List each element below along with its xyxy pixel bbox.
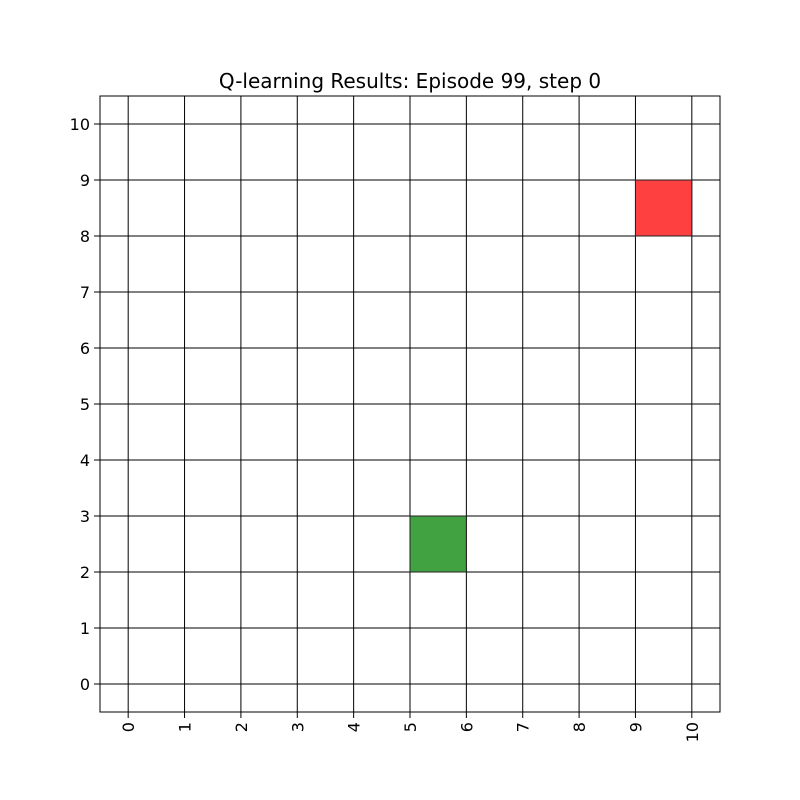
grid-lines [100, 96, 720, 712]
x-tick-label-4: 4 [345, 722, 364, 732]
y-tick-label-2: 2 [80, 563, 90, 582]
x-axis-ticks: 0 1 2 3 4 5 6 7 8 9 10 [119, 712, 702, 742]
x-tick-label-3: 3 [288, 722, 307, 732]
y-tick-label-4: 4 [80, 451, 90, 470]
y-tick-label-3: 3 [80, 507, 90, 526]
y-tick-label-5: 5 [80, 395, 90, 414]
x-tick-label-10: 10 [683, 722, 702, 742]
grid-cell-1 [409, 515, 467, 573]
y-tick-label-1: 1 [80, 619, 90, 638]
x-tick-label-0: 0 [119, 722, 138, 732]
y-tick-label-8: 8 [80, 227, 90, 246]
x-tick-label-9: 9 [626, 722, 645, 732]
grid-cell-0 [634, 179, 693, 237]
y-tick-label-6: 6 [80, 339, 90, 358]
x-tick-label-7: 7 [514, 722, 533, 732]
y-tick-label-0: 0 [80, 675, 90, 694]
x-tick-label-2: 2 [232, 722, 251, 732]
x-tick-label-8: 8 [570, 722, 589, 732]
x-tick-label-6: 6 [457, 722, 476, 732]
x-tick-label-5: 5 [401, 722, 420, 732]
x-tick-label-1: 1 [176, 722, 195, 732]
y-tick-label-7: 7 [80, 283, 90, 302]
colored-cells [409, 179, 693, 573]
chart-title: Q-learning Results: Episode 99, step 0 [219, 69, 601, 93]
y-tick-label-9: 9 [80, 171, 90, 190]
y-axis-ticks: 0 1 2 3 4 5 6 7 8 9 10 [70, 115, 100, 694]
y-tick-label-10: 10 [70, 115, 90, 134]
